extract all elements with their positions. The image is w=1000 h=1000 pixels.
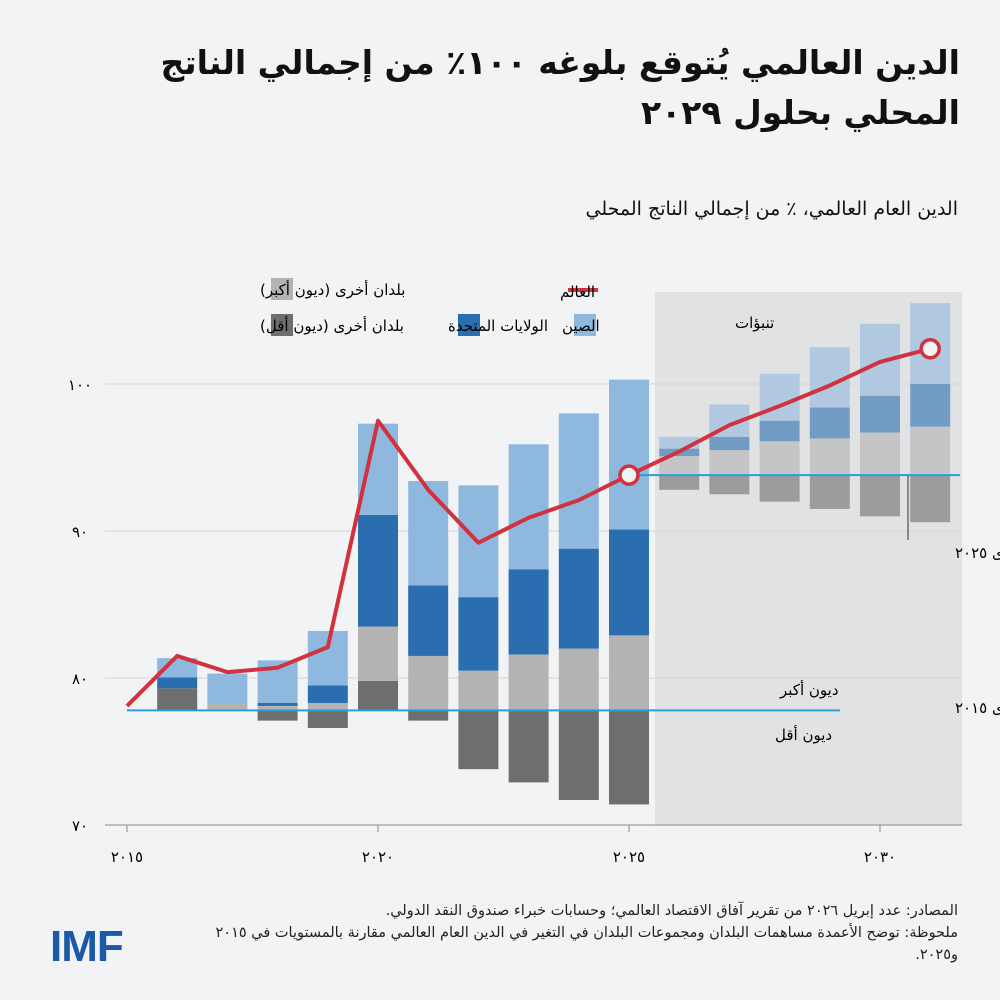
bar-other-more-2022 [458, 670, 499, 711]
legend-other-less: بلدان أخرى (ديون أقل) [260, 316, 404, 335]
world-point-2025 [618, 464, 640, 486]
bar-other-less-2021 [408, 710, 449, 721]
bar-china-2028 [759, 373, 800, 421]
bar-other-less-2018 [257, 710, 298, 721]
bar-china-2021 [408, 481, 449, 586]
bar-other-more-2019 [307, 702, 348, 711]
bar-other-less-2028 [759, 475, 800, 502]
chart-title: الدين العالمي يُتوقع بلوغه ١٠٠٪ من إجمال… [160, 43, 960, 132]
bar-china-2016 [157, 658, 198, 678]
bar-other-more-2028 [759, 441, 800, 476]
bar-other-less-2023 [508, 710, 549, 783]
bar-other-less-2031 [910, 475, 951, 523]
notes: المصادر: عدد إبريل ٢٠٢٦ من تقرير آفاق ال… [198, 900, 958, 966]
less-debt-label: ديون أقل [775, 725, 832, 744]
bar-other-more-2023 [508, 654, 549, 711]
bar-other-less-2022 [458, 710, 499, 770]
x-tick-label: ٢٠٢٠ [362, 848, 394, 866]
legend-other-less-swatch [271, 314, 293, 336]
bar-other-more-2031 [910, 426, 951, 476]
bar-other-more-2029 [809, 438, 850, 476]
more-debt-label: ديون أكبر [779, 680, 839, 699]
bar-other-less-2030 [860, 475, 900, 517]
y-tick-label: ١٠٠ [68, 376, 92, 394]
bar-other-more-2025 [609, 635, 649, 711]
bar-us-2023 [508, 569, 549, 655]
bar-other-more-2026 [659, 456, 700, 476]
bar-us-2025 [609, 529, 649, 636]
legend-us: الولايات المتحدة [448, 317, 548, 335]
forecast-label: تنبؤات [735, 314, 774, 332]
methodology-note: ملحوظة: توضح الأعمدة مساهمات البلدان ومج… [215, 925, 958, 963]
bar-other-less-2026 [659, 475, 700, 490]
bar-us-2024 [558, 548, 599, 649]
legend-other-more: بلدان أخرى (ديون أكبر) [260, 280, 405, 299]
x-tick-label: ٢٠٢٥ [613, 848, 645, 866]
bar-china-2023 [508, 444, 549, 570]
x-tick-label: ٢٠١٥ [111, 848, 143, 866]
y-tick-label: ٧٠ [72, 817, 88, 835]
x-tick-label: ٢٠٣٠ [864, 848, 896, 866]
legend-china: الصين [562, 317, 600, 335]
bar-other-less-2025 [609, 710, 649, 805]
bar-us-2031 [910, 384, 951, 427]
legend: العالم الصين الولايات المتحدة بلدان أخرى… [260, 278, 600, 336]
bar-other-more-2030 [860, 432, 900, 476]
sources-note: المصادر: عدد إبريل ٢٠٢٦ من تقرير آفاق ال… [385, 903, 958, 919]
bar-us-2022 [458, 597, 499, 671]
bar-other-more-2024 [558, 648, 599, 711]
bar-other-less-2020 [358, 680, 398, 711]
bar-us-2020 [358, 514, 398, 627]
bar-other-less-2024 [558, 710, 599, 801]
y-tick-label: ٩٠ [72, 523, 88, 541]
bar-other-more-2020 [358, 626, 398, 681]
world-debt-line [125, 346, 931, 708]
bar-us-2018 [257, 702, 298, 706]
bar-us-2019 [307, 685, 348, 703]
bar-us-2016 [157, 677, 198, 689]
bar-other-more-2021 [408, 655, 449, 711]
bar-us-2027 [709, 436, 750, 451]
bar-china-2017 [207, 673, 248, 703]
chart-subtitle: الدين العام العالمي، ٪ من إجمالي الناتج … [585, 198, 958, 220]
legend-world: العالم [560, 283, 595, 301]
bar-other-more-2017 [207, 702, 248, 711]
bar-other-less-2019 [307, 710, 348, 728]
bar-other-more-2027 [709, 450, 750, 476]
bar-us-2029 [809, 407, 850, 439]
imf-logo: IMF [50, 922, 124, 971]
level-2015-label: مستوى ٢٠١٥ [955, 699, 1000, 717]
y-tick-label: ٨٠ [72, 670, 88, 688]
bar-us-2030 [860, 395, 900, 433]
bar-china-2026 [659, 436, 700, 449]
bar-other-less-2029 [809, 475, 850, 509]
bar-us-2028 [759, 420, 800, 442]
level-2025-label: مستوى ٢٠٢٥ [955, 544, 1000, 562]
legend-china-swatch [574, 314, 596, 336]
bar-other-less-2027 [709, 475, 750, 495]
legend-us-swatch [458, 314, 480, 336]
bar-us-2021 [408, 585, 449, 656]
bar-other-more-2018 [257, 705, 298, 711]
bar-china-2025 [609, 379, 649, 530]
world-point-2031 [919, 337, 941, 360]
bar-other-less-2016 [157, 688, 198, 711]
bar-china-2024 [558, 413, 599, 549]
legend-other-more-swatch [271, 278, 293, 300]
